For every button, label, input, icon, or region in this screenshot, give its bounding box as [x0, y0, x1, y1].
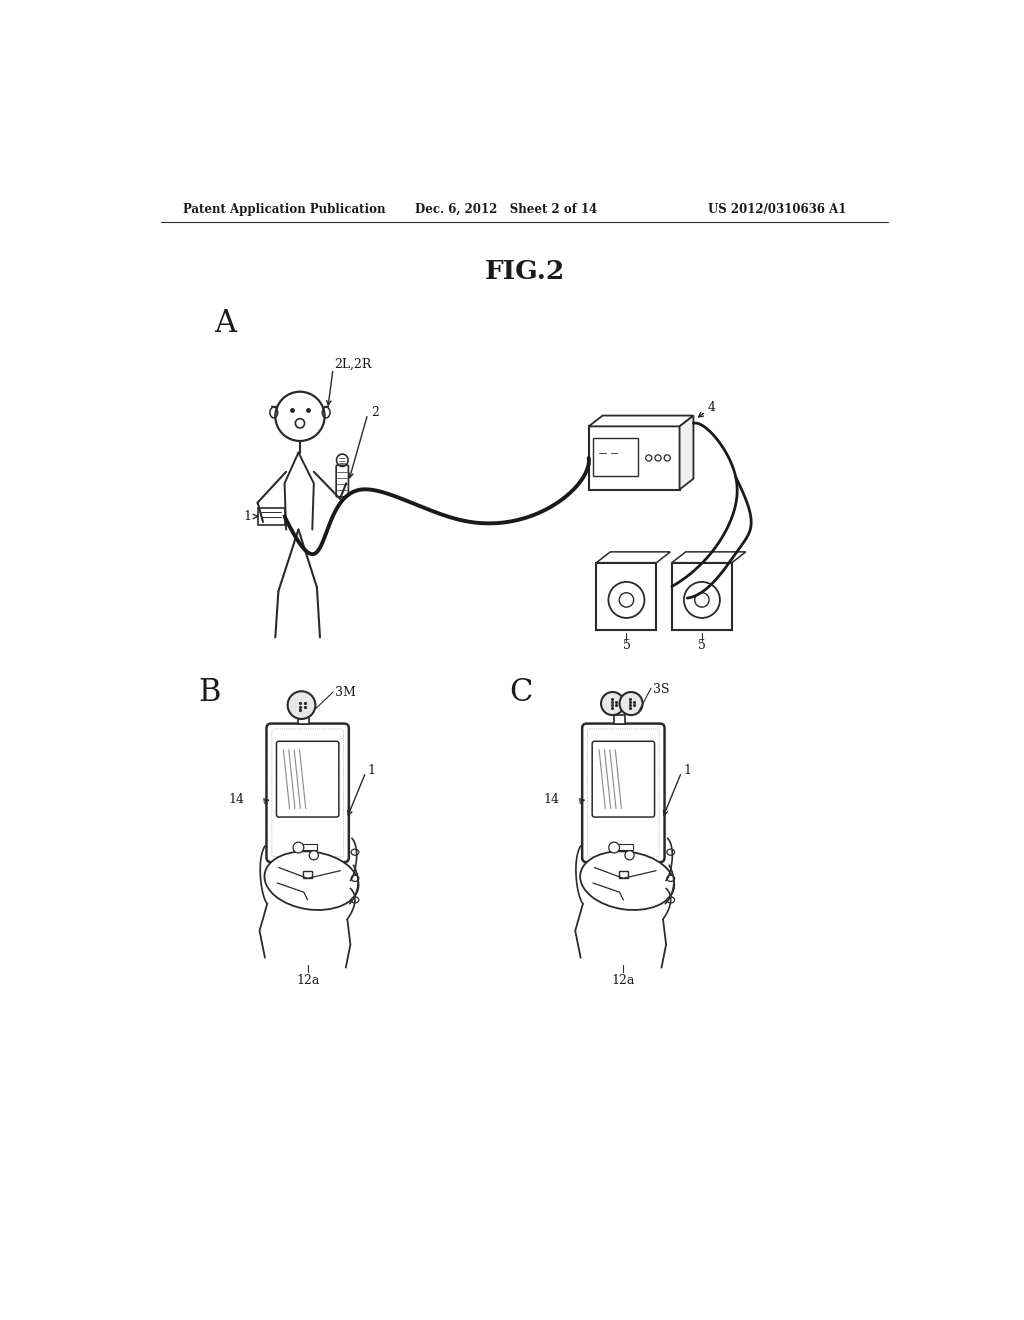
- Text: 2: 2: [371, 407, 379, 418]
- Text: 1: 1: [244, 510, 252, 523]
- Text: 14: 14: [228, 793, 244, 805]
- Bar: [298, 843, 316, 850]
- Bar: [672, 562, 732, 631]
- Text: 4: 4: [708, 401, 716, 414]
- Bar: [593, 438, 638, 477]
- Circle shape: [625, 850, 634, 859]
- Polygon shape: [680, 416, 693, 490]
- Circle shape: [293, 842, 304, 853]
- Circle shape: [620, 692, 643, 715]
- Text: Patent Application Publication: Patent Application Publication: [183, 203, 385, 215]
- Bar: [618, 871, 628, 878]
- Circle shape: [288, 692, 315, 719]
- Text: 1: 1: [368, 764, 376, 777]
- Text: US 2012/0310636 A1: US 2012/0310636 A1: [708, 203, 847, 215]
- FancyBboxPatch shape: [266, 723, 349, 862]
- Ellipse shape: [351, 875, 358, 882]
- Circle shape: [608, 842, 620, 853]
- Ellipse shape: [667, 875, 675, 882]
- Text: 5: 5: [623, 639, 631, 652]
- FancyBboxPatch shape: [276, 742, 339, 817]
- FancyBboxPatch shape: [592, 742, 654, 817]
- Text: C: C: [509, 677, 532, 709]
- Bar: [258, 508, 285, 525]
- Bar: [589, 426, 680, 490]
- Text: 3S: 3S: [652, 684, 669, 696]
- Bar: [596, 562, 656, 631]
- Text: 12a: 12a: [611, 974, 635, 987]
- Circle shape: [601, 692, 625, 715]
- Bar: [298, 715, 309, 725]
- Polygon shape: [596, 552, 671, 562]
- Bar: [614, 843, 633, 850]
- Text: 12a: 12a: [296, 974, 319, 987]
- Text: 3M: 3M: [335, 685, 355, 698]
- Text: 2L,2R: 2L,2R: [335, 358, 372, 371]
- Text: 1: 1: [683, 764, 691, 777]
- Circle shape: [309, 850, 318, 859]
- Ellipse shape: [581, 851, 674, 909]
- Polygon shape: [672, 552, 745, 562]
- Text: 14: 14: [544, 793, 560, 805]
- Bar: [303, 871, 312, 878]
- Ellipse shape: [351, 849, 358, 855]
- Polygon shape: [589, 416, 693, 426]
- Text: B: B: [199, 677, 221, 709]
- Ellipse shape: [264, 851, 358, 909]
- FancyBboxPatch shape: [583, 723, 665, 862]
- Text: FIG.2: FIG.2: [484, 259, 565, 284]
- Text: 5: 5: [698, 639, 706, 652]
- Text: Dec. 6, 2012   Sheet 2 of 14: Dec. 6, 2012 Sheet 2 of 14: [416, 203, 598, 215]
- Text: A: A: [214, 309, 236, 339]
- Bar: [614, 715, 625, 725]
- Ellipse shape: [351, 896, 358, 903]
- Ellipse shape: [667, 896, 675, 903]
- Ellipse shape: [667, 849, 675, 855]
